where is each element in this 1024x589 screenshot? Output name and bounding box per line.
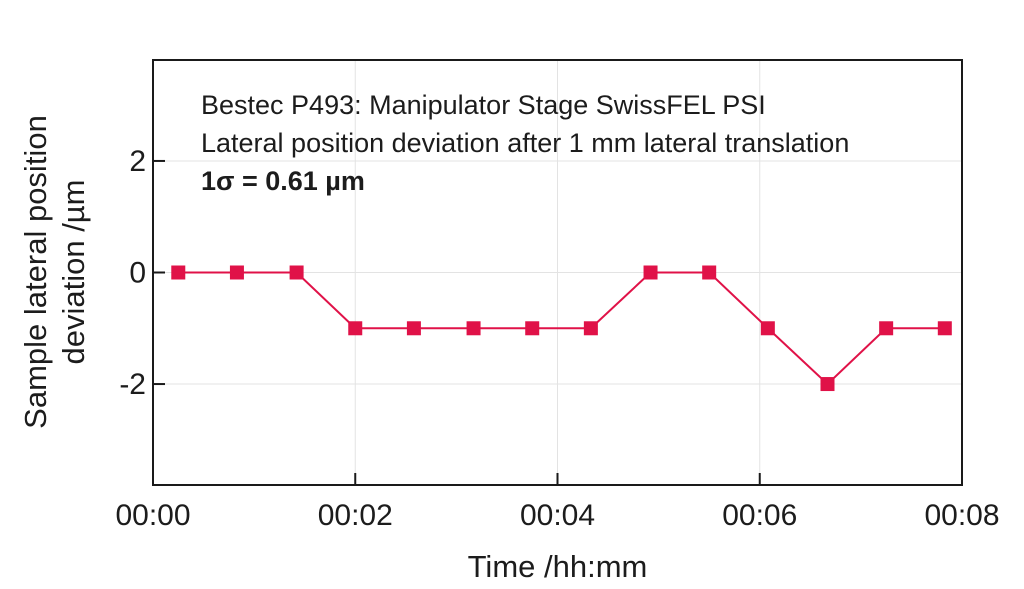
x-tick-label: 00:00 [115, 499, 190, 532]
y-axis-label: Sample lateral position deviation /µm [17, 115, 93, 429]
y-tick-label: 2 [129, 145, 146, 178]
sigma-annotation: 1σ = 0.61 µm [201, 166, 365, 196]
data-point-marker [406, 321, 421, 336]
data-point-marker [525, 321, 540, 336]
data-point-marker [879, 321, 894, 336]
x-tick-label: 00:02 [318, 499, 393, 532]
data-point-marker [702, 265, 717, 280]
data-point-marker [937, 321, 952, 336]
x-axis-label: Time /hh:mm [467, 549, 648, 584]
chart-annotation: Bestec P493: Manipulator Stage SwissFEL … [201, 86, 849, 200]
data-point-marker [171, 265, 186, 280]
y-axis-label-line2: deviation /µm [56, 179, 91, 365]
x-tick-label: 00:08 [924, 499, 999, 532]
y-tick-label: 0 [129, 257, 146, 290]
data-point-marker [229, 265, 244, 280]
chart-title-line2: Lateral position deviation after 1 mm la… [201, 128, 850, 158]
x-tick-label: 00:06 [722, 499, 797, 532]
data-point-marker [583, 321, 598, 336]
x-tick-label: 00:04 [520, 499, 595, 532]
data-point-marker [760, 321, 775, 336]
plot-frame [152, 59, 963, 486]
data-point-marker [820, 377, 835, 392]
data-point-marker [643, 265, 658, 280]
data-point-marker [348, 321, 363, 336]
data-point-marker [289, 265, 304, 280]
data-line [178, 271, 945, 386]
y-tick-label: -2 [119, 368, 146, 401]
chart-title-line1: Bestec P493: Manipulator Stage SwissFEL … [201, 90, 766, 120]
data-point-marker [466, 321, 481, 336]
y-axis-label-line1: Sample lateral position [18, 115, 53, 429]
